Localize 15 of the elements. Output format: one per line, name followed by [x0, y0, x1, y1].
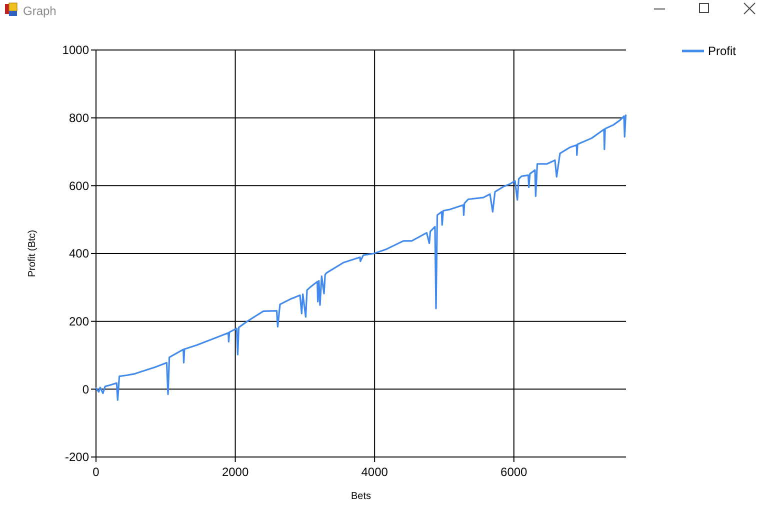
x-tick-label: 2000	[222, 465, 249, 479]
y-axis-title: Profit (Btc)	[27, 230, 38, 278]
y-tick-label: 200	[68, 314, 90, 329]
y-tick-label: -200	[64, 450, 90, 464]
x-tick-label: 6000	[500, 465, 528, 479]
y-tick-label: 0	[82, 382, 90, 396]
x-tick-label: 0	[92, 465, 100, 479]
y-tick-label: 400	[68, 246, 90, 261]
x-axis-title: Bets	[350, 491, 372, 502]
x-tick-label: 4000	[361, 465, 388, 479]
y-tick-label: 600	[68, 178, 90, 193]
y-tick-label: 800	[68, 111, 90, 126]
y-tick-label: 1000	[62, 43, 90, 58]
chart-title: Graph	[23, 4, 56, 18]
legend-label: Profit	[708, 44, 737, 58]
